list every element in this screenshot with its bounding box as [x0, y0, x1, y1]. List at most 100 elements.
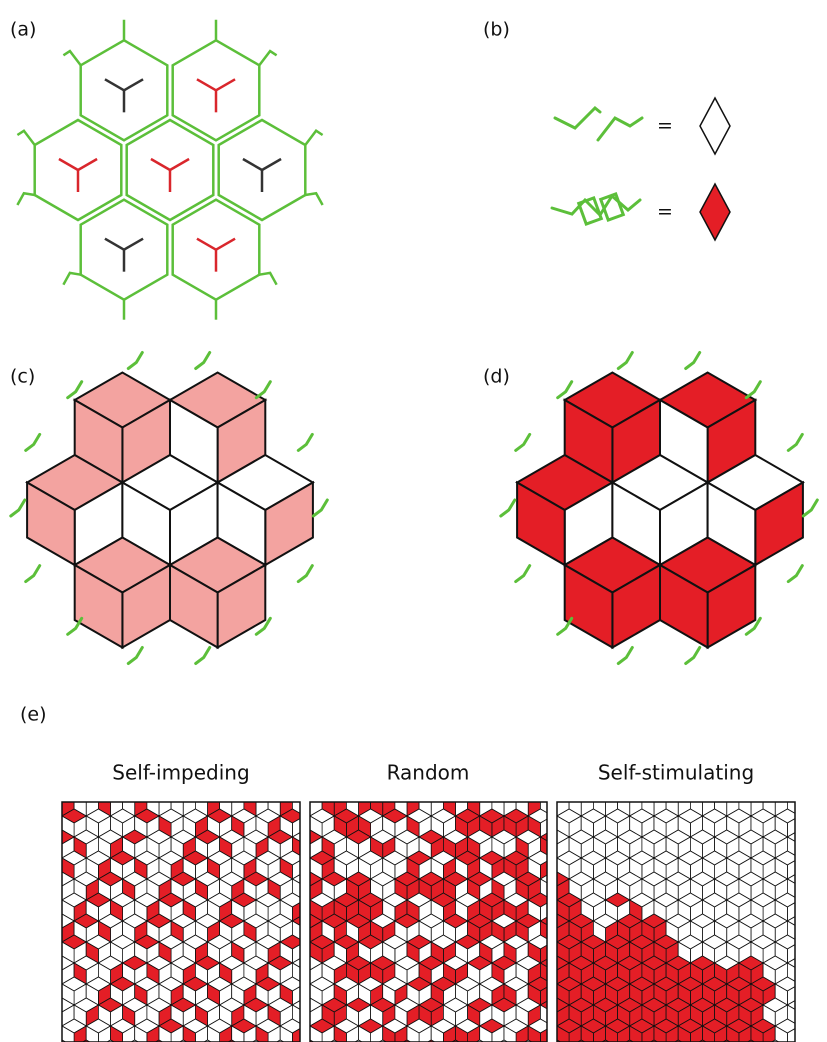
rhombus	[800, 837, 812, 858]
molecule-arm	[258, 49, 278, 67]
rhombus	[310, 802, 311, 803]
rhombus	[800, 984, 812, 1005]
rhombus	[540, 1028, 547, 1042]
rhombus	[492, 774, 504, 795]
rhombus	[38, 1005, 50, 1026]
molecule-arm	[616, 646, 634, 665]
rhombus	[62, 857, 63, 873]
rhombus	[359, 774, 371, 795]
rhombus	[158, 802, 160, 803]
rhombus	[317, 774, 329, 795]
rhombus	[286, 774, 298, 795]
rhombus	[557, 802, 558, 803]
rhombus	[381, 802, 384, 803]
rhombus	[800, 963, 812, 984]
rhombus	[62, 983, 63, 999]
rhombus	[38, 963, 50, 984]
rhombus	[230, 802, 233, 803]
molecule-arm	[24, 432, 42, 452]
rhombus	[62, 899, 63, 901]
molecule-arm	[194, 351, 212, 370]
molecule-arm	[556, 616, 574, 636]
rhombus	[812, 1026, 824, 1042]
rhombus	[292, 774, 304, 795]
rhombus	[677, 802, 680, 803]
rhombus	[503, 802, 505, 803]
molecule-arm	[296, 564, 314, 584]
rhombus	[256, 767, 280, 781]
equals-sign: =	[657, 201, 673, 223]
rhombus	[286, 767, 310, 781]
panel-title: Self-stimulating	[598, 761, 754, 785]
rhombus	[533, 767, 557, 781]
molecule-arm	[24, 564, 42, 584]
rhombus	[62, 899, 63, 915]
molecule-arm	[616, 351, 634, 370]
rhombus	[26, 795, 38, 816]
rhombus	[504, 767, 528, 781]
rhombus	[454, 802, 457, 803]
rhombus	[521, 788, 545, 802]
rhombus	[787, 1028, 795, 1042]
tiling-panel	[26, 767, 329, 1042]
molecule-arm	[58, 157, 79, 172]
rhombus	[480, 774, 492, 795]
equals-sign: =	[657, 115, 673, 137]
rhombus	[38, 795, 50, 816]
rhombus	[38, 879, 50, 900]
rhombus	[133, 802, 136, 803]
rhombus	[62, 983, 63, 985]
rhombus	[26, 963, 38, 984]
rhombus	[346, 774, 358, 795]
molecule-arm	[556, 380, 574, 400]
rhombus	[800, 816, 812, 837]
molecule-arm	[801, 498, 819, 518]
rhombus	[62, 802, 63, 803]
rhombus	[256, 774, 268, 795]
rhombus	[109, 802, 112, 803]
rhombus	[38, 816, 50, 837]
rhombus	[298, 774, 310, 795]
rhombus	[62, 843, 63, 859]
rhombus	[26, 921, 38, 942]
rhombus	[310, 767, 334, 781]
rhombus	[775, 774, 787, 795]
rhombus	[357, 802, 360, 803]
rhombus	[812, 858, 824, 879]
rhombus	[310, 815, 323, 838]
rhombus	[540, 788, 564, 802]
rhombus	[62, 857, 63, 859]
panel-frame	[309, 801, 548, 1042]
panel-label: (b)	[483, 19, 510, 41]
rhombus	[310, 857, 323, 880]
rhombus	[26, 879, 38, 900]
molecule-arm	[684, 351, 702, 370]
molecule-arm	[66, 380, 84, 400]
rhombus	[26, 998, 50, 1012]
molecule-arm	[104, 237, 125, 251]
rhombus	[812, 774, 824, 795]
rhombus	[333, 802, 336, 803]
rhombus	[430, 802, 433, 803]
rhombus	[62, 885, 63, 901]
rhombus	[62, 1025, 63, 1041]
molecule-arm	[16, 191, 35, 206]
rhombus	[292, 788, 316, 802]
molecule-arm	[304, 129, 324, 146]
molecule-arm	[242, 157, 263, 172]
rhombus	[26, 788, 50, 802]
rhombus	[38, 767, 62, 781]
rhombus	[38, 921, 50, 942]
rhombus	[557, 1025, 570, 1042]
panel-frame	[61, 801, 301, 1042]
molecule-sketch	[550, 105, 644, 226]
rhombus	[750, 802, 752, 803]
rhombus	[725, 802, 728, 803]
rhombus	[334, 774, 346, 795]
molecule-arm	[254, 380, 272, 400]
molecule-arm	[311, 498, 329, 518]
rhombus	[50, 774, 62, 795]
molecule-arm	[123, 78, 144, 92]
rhombus	[279, 802, 282, 803]
